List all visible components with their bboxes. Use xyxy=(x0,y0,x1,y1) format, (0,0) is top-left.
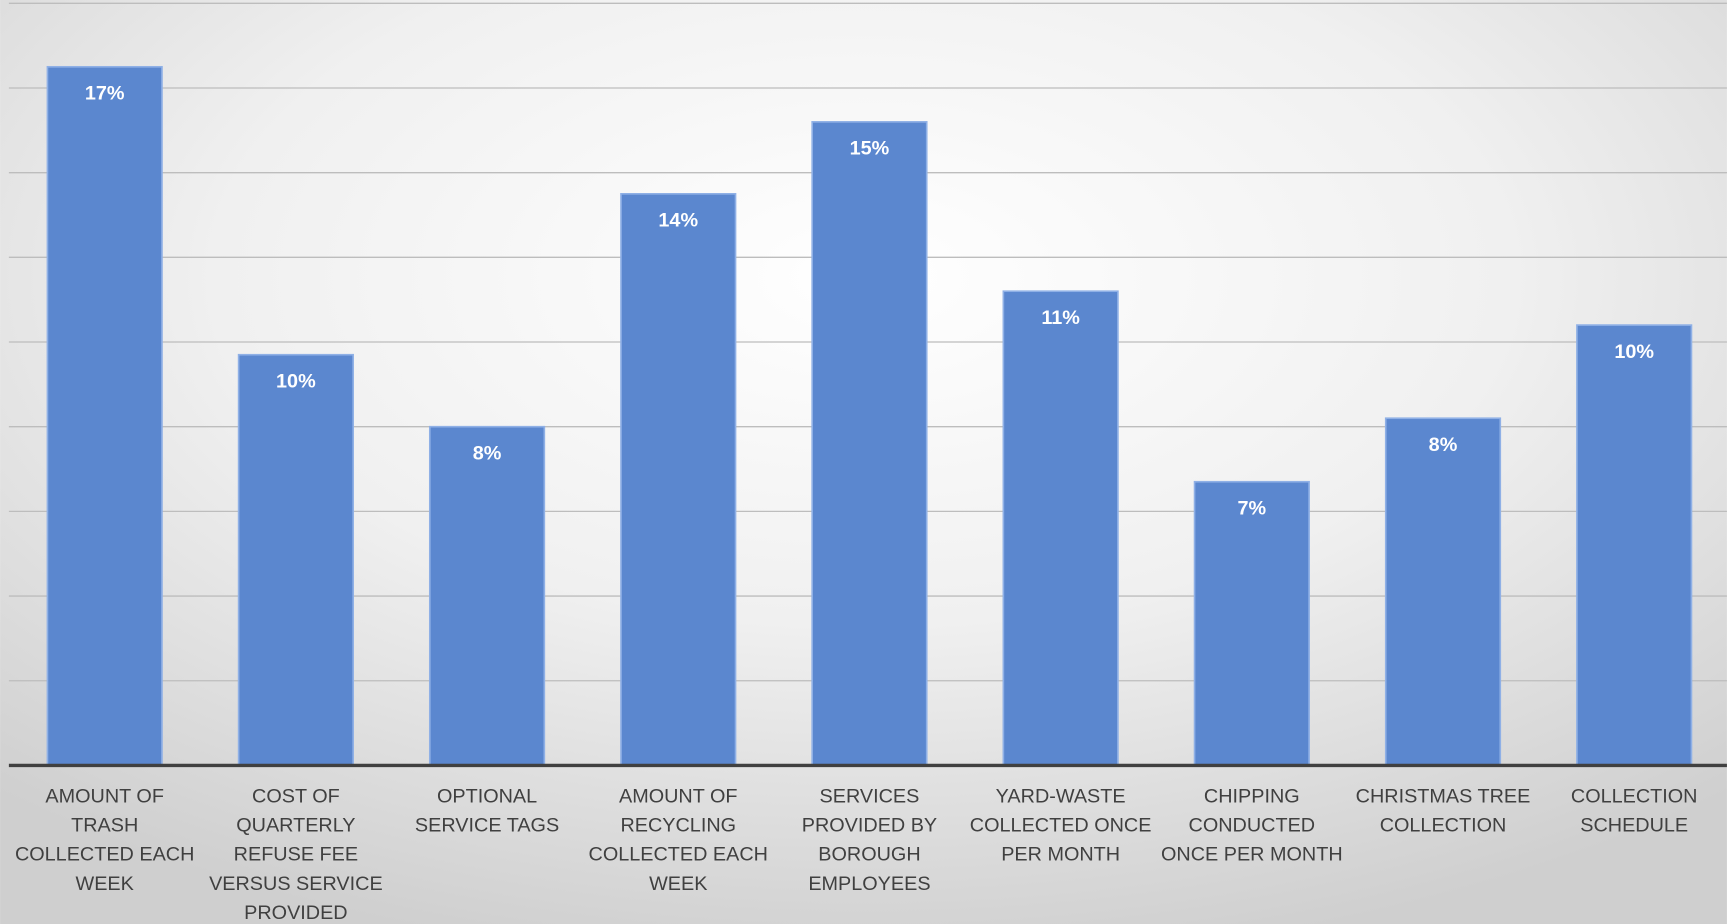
bar xyxy=(237,353,354,767)
value-label: 8% xyxy=(473,442,502,464)
value-label: 10% xyxy=(1614,341,1654,363)
bar xyxy=(620,193,737,767)
x-tick-label: YARD-WASTE COLLECTED ONCE PER MONTH xyxy=(970,786,1152,866)
value-label: 17% xyxy=(85,83,125,105)
bar xyxy=(1384,417,1502,767)
bar xyxy=(46,65,163,767)
x-tick-label: AMOUNT OF RECYCLING COLLECTED EACH WEEK xyxy=(589,786,768,896)
value-label: 14% xyxy=(658,210,698,232)
value-label: 8% xyxy=(1429,434,1458,456)
x-tick-label: COLLECTION SCHEDULE xyxy=(1571,786,1698,837)
value-label: 7% xyxy=(1238,498,1267,520)
value-label: 11% xyxy=(1041,307,1080,329)
value-label: 10% xyxy=(276,370,316,392)
x-tick-label: OPTIONAL SERVICE TAGS xyxy=(415,786,559,837)
bar xyxy=(811,121,928,767)
x-tick-label: SERVICES PROVIDED BY BOROUGH EMPLOYEES xyxy=(802,786,937,896)
x-tick-label: CHIPPING CONDUCTED ONCE PER MONTH xyxy=(1161,786,1343,866)
x-tick-label: CHRISTMAS TREE COLLECTION xyxy=(1356,786,1531,837)
bar xyxy=(428,425,546,767)
bar xyxy=(1002,290,1119,767)
x-tick-label: AMOUNT OF TRASH COLLECTED EACH WEEK xyxy=(15,786,194,896)
bar xyxy=(1576,324,1693,767)
bar xyxy=(1193,480,1310,767)
x-tick-label: COST OF QUARTERLY REFUSE FEE VERSUS SERVICE… xyxy=(209,786,383,924)
value-label: 15% xyxy=(850,138,890,160)
